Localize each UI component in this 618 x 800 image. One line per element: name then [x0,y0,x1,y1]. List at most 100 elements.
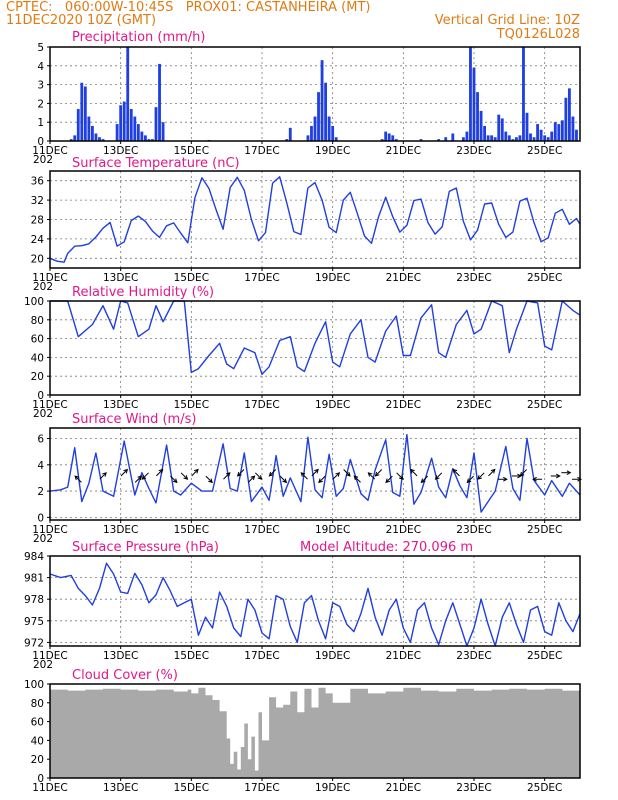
precip-bar [90,125,94,141]
wind-year-stub: 202 [33,533,53,545]
wind-arrow-shaft [134,475,142,483]
wind-arrow-head [532,476,537,482]
precip-bar [511,139,515,141]
wind-arrow-shaft [368,472,376,480]
pressure-ytick-label: 978 [24,594,44,606]
temperature-ytick-label: 32 [31,195,44,207]
precip-year-stub: 202 [33,154,53,166]
wind-panel: 0 2 4 6 11DEC 13DEC 15DEC 17DEC 19DEC 21DEC 23DEC 2… [32,412,583,545]
wind-arrow [532,476,543,482]
wind-xtick-label: 13DEC [103,524,138,536]
humidity-xtick-label: 23DEC [456,399,491,411]
precip-bar [285,139,289,141]
precip-bar [151,139,154,141]
pressure-xtick-label: 21DEC [386,650,421,662]
wind-arrow-shaft [300,472,308,480]
pressure-ytick-label: 975 [24,616,44,628]
precip-bar [324,82,328,141]
wind-arrow-head [123,468,129,474]
precip-bar [320,60,324,141]
precip-bar [387,133,391,141]
wind-arrow [466,475,474,484]
precip-bar [129,109,133,141]
wind-arrow-head [556,473,561,479]
wind-arrow-head [250,475,256,481]
pressure-panel: 972 975 978 981 984 11DEC 13DEC 15DEC 17DEC 19DEC… [24,540,581,671]
wind-arrow-shaft [311,469,319,477]
pressure-xtick-label: 17DEC [244,650,279,662]
wind-xtick-label: 21DEC [386,524,421,536]
precip-bar [479,110,483,141]
wind-arrow [488,468,496,477]
wind-arrow [170,475,178,484]
wind-arrow [279,475,288,484]
temperature-xtick-label: 23DEC [456,272,491,284]
cloud-xtick-label: 11DEC [32,782,67,794]
wind-arrow-head [367,472,373,477]
wind-arrow [374,469,383,477]
wind-xtick-label: 11DEC [32,524,67,536]
wind-arrow-head [225,472,231,477]
model-altitude-label: Model Altitude: 270.096 m [300,540,473,555]
wind-arrow [550,473,561,479]
temperature-xtick-label: 13DEC [103,272,138,284]
precip-bar [553,122,557,141]
precip-frame [49,46,581,142]
precip-bar [575,129,578,141]
cloud-xtick-label: 15DEC [174,782,209,794]
precip-bar [313,116,317,141]
precip-bar [288,127,292,141]
wind-ytick-label: 4 [37,460,44,472]
wind-arrow-head [434,475,440,480]
pressure-frame [49,555,581,647]
wind-arrow-head [410,468,415,474]
precip-bar [518,135,522,141]
wind-arrow-head [503,476,508,482]
wind-arrow [120,468,129,477]
header-grid-line-note: Vertical Grid Line: 10Z [435,13,580,28]
wind-arrow-head [420,478,426,484]
precip-title: Precipitation (mm/h) [72,30,205,45]
wind-arrow-head [385,478,391,484]
precip-bar [310,125,313,141]
wind-arrow-head [345,471,351,477]
precip-bar [143,135,147,141]
precip-bar [122,101,126,141]
precip-bar [461,137,465,141]
wind-arrow-head [282,478,288,484]
precip-ytick-label: 2 [37,98,44,110]
temperature-ytick-label: 24 [31,234,45,246]
wind-arrow-head [466,478,472,484]
wind-arrow [247,475,256,483]
pressure-title: Surface Pressure (hPa) [72,540,219,555]
precip-bar [394,139,398,141]
wind-arrow-shaft [332,472,340,480]
precip-bar [564,97,568,141]
wind-frame [49,427,581,521]
precip-xtick-label: 25DEC [527,145,562,157]
wind-xtick-label: 25DEC [527,524,562,536]
wind-arrow-head [172,478,178,484]
precip-xtick-label: 13DEC [103,145,138,157]
precip-bar [500,118,504,141]
wind-arrow [343,469,351,477]
precip-bar [136,124,140,141]
precip-bar [507,135,511,141]
precip-bar [419,139,423,141]
pressure-ytick-label: 981 [24,573,44,585]
temperature-xtick-label: 25DEC [527,272,562,284]
cloud-frame [49,683,581,779]
cloud-xtick-label: 19DEC [315,782,350,794]
wind-xtick-label: 17DEC [244,524,279,536]
cloud-ytick-label: 0 [37,773,44,785]
precip-bar [472,67,476,141]
wind-arrow-head [102,472,107,477]
precip-bar [560,120,564,141]
precip-bar [514,137,518,141]
precip-ytick-label: 5 [37,42,44,54]
wind-arrow-head [577,476,583,482]
wind-arrow-shaft [205,475,213,483]
precip-bar [101,139,105,141]
precip-bar [476,92,479,141]
